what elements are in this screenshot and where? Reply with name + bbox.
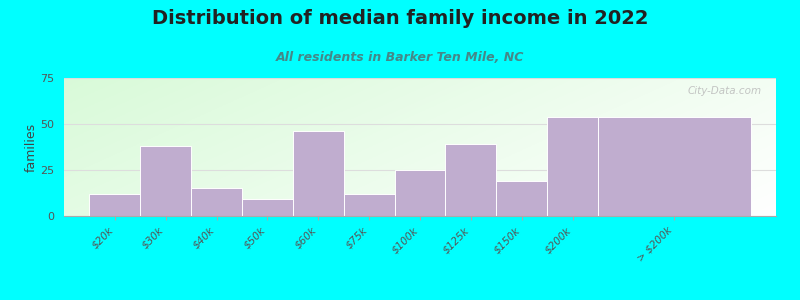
- Bar: [547, 117, 598, 216]
- Text: All residents in Barker Ten Mile, NC: All residents in Barker Ten Mile, NC: [276, 51, 524, 64]
- Y-axis label: families: families: [24, 122, 38, 172]
- Text: City-Data.com: City-Data.com: [688, 86, 762, 96]
- Text: Distribution of median family income in 2022: Distribution of median family income in …: [152, 9, 648, 28]
- Bar: [496, 181, 547, 216]
- Bar: [191, 188, 242, 216]
- Bar: [598, 117, 750, 216]
- Bar: [140, 146, 191, 216]
- Bar: [242, 200, 293, 216]
- Bar: [446, 144, 496, 216]
- Bar: [90, 194, 140, 216]
- Bar: [293, 131, 344, 216]
- Bar: [394, 170, 446, 216]
- Bar: [344, 194, 394, 216]
